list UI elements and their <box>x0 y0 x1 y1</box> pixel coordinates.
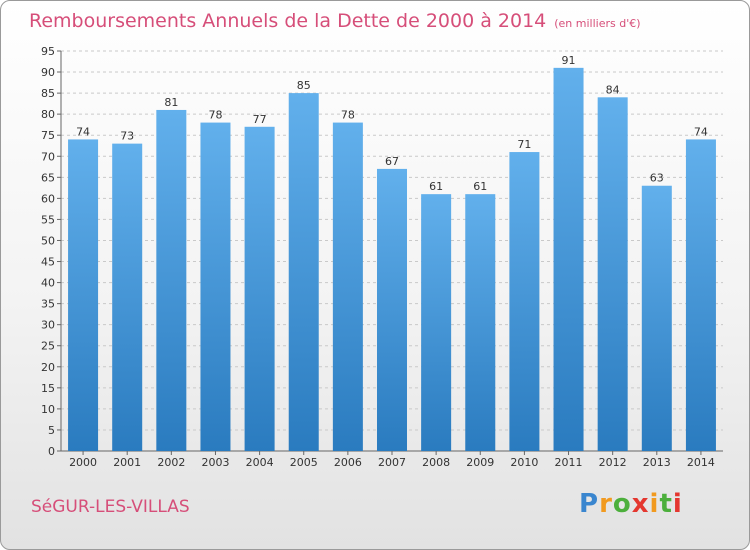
x-tick-label: 2013 <box>643 456 671 469</box>
bar-value-label: 71 <box>517 138 531 151</box>
x-tick-labels: 2000 2001 2002 2003 2004 2005 2006 2007 2008 2009… <box>69 456 715 469</box>
bar <box>112 143 143 451</box>
logo-letter: i <box>649 489 660 519</box>
logo-letter: P <box>579 489 600 519</box>
x-tick-label: 2007 <box>378 456 406 469</box>
bar-value-label: 74 <box>76 125 90 138</box>
bar-value-label: 85 <box>297 79 311 92</box>
y-tick-label: 45 <box>41 256 55 269</box>
x-tick-label: 2006 <box>334 456 362 469</box>
bar <box>641 185 672 451</box>
bar-value-label: 61 <box>429 180 443 193</box>
y-tick-label: 70 <box>41 150 55 163</box>
bar <box>200 122 231 451</box>
city-name: SéGUR-LES-VILLAS <box>31 497 190 517</box>
y-tick-label: 35 <box>41 298 55 311</box>
y-tick-label: 20 <box>41 361 55 374</box>
chart-title: Remboursements Annuels de la Dette de 20… <box>29 10 641 32</box>
bar-value-label: 77 <box>253 113 267 126</box>
logo-letter: i <box>672 489 683 519</box>
y-tick-label: 80 <box>41 108 55 121</box>
x-tick-label: 2005 <box>290 456 318 469</box>
bar-value-label: 74 <box>694 125 708 138</box>
bar <box>553 67 584 451</box>
y-tick-label: 65 <box>41 171 55 184</box>
x-tick-label: 2000 <box>69 456 97 469</box>
y-tick-label: 25 <box>41 340 55 353</box>
x-tick-label: 2001 <box>113 456 141 469</box>
y-tick-label: 85 <box>41 87 55 100</box>
bar <box>288 93 319 452</box>
y-tick-label: 5 <box>48 424 55 437</box>
y-tick-label: 75 <box>41 129 55 142</box>
y-tick-label: 30 <box>41 319 55 332</box>
logo-letter: x <box>631 489 650 519</box>
x-tick-label: 2008 <box>422 456 450 469</box>
bar <box>597 97 628 451</box>
bar <box>332 122 363 451</box>
data-labels: 74 73 81 78 77 85 78 67 61 61 71 91 84 63 74 <box>76 54 708 193</box>
y-tick-label: 15 <box>41 382 55 395</box>
chart-unit-label: (en milliers d'€) <box>554 17 641 30</box>
x-tick-label: 2009 <box>466 456 494 469</box>
bar-value-label: 78 <box>208 109 222 122</box>
x-tick-label: 2010 <box>510 456 538 469</box>
logo-letter: r <box>599 489 613 519</box>
x-tick-label: 2014 <box>687 456 715 469</box>
bar-value-label: 61 <box>473 180 487 193</box>
chart-title-text: Remboursements Annuels de la Dette de 20… <box>29 10 547 32</box>
logo-letter: o <box>612 489 632 519</box>
x-tick-label: 2011 <box>555 456 583 469</box>
bar-value-label: 73 <box>120 130 134 143</box>
bar-value-label: 78 <box>341 109 355 122</box>
y-tick-labels: 0 5 10 15 20 25 30 35 40 45 50 55 60 65 70 75 80 85 90 95 <box>41 45 55 458</box>
x-tick-label: 2002 <box>157 456 185 469</box>
bar-value-label: 91 <box>562 54 576 67</box>
bar <box>376 168 408 452</box>
bar-value-label: 63 <box>650 172 664 185</box>
y-tick-label: 50 <box>41 234 55 247</box>
bar <box>244 126 275 451</box>
bar <box>421 194 452 451</box>
x-tick-label: 2004 <box>246 456 274 469</box>
bar-value-label: 67 <box>385 155 399 168</box>
x-tick-label: 2003 <box>201 456 229 469</box>
y-tick-label: 40 <box>41 277 55 290</box>
bar <box>156 109 187 452</box>
bar <box>465 194 496 451</box>
bar-value-label: 81 <box>164 96 178 109</box>
bar <box>68 139 99 451</box>
proxiti-logo: Proxiti <box>579 489 683 519</box>
bar <box>509 152 540 452</box>
y-tick-label: 60 <box>41 192 55 205</box>
bar <box>685 139 716 451</box>
y-tick-label: 90 <box>41 66 55 79</box>
bar-value-label: 84 <box>606 83 620 96</box>
y-tick-label: 0 <box>48 445 55 458</box>
y-tick-label: 10 <box>41 403 55 416</box>
logo-letter: t <box>659 489 673 519</box>
bars <box>68 67 716 452</box>
y-tick-label: 95 <box>41 45 55 58</box>
y-tick-label: 55 <box>41 213 55 226</box>
x-tick-label: 2012 <box>599 456 627 469</box>
